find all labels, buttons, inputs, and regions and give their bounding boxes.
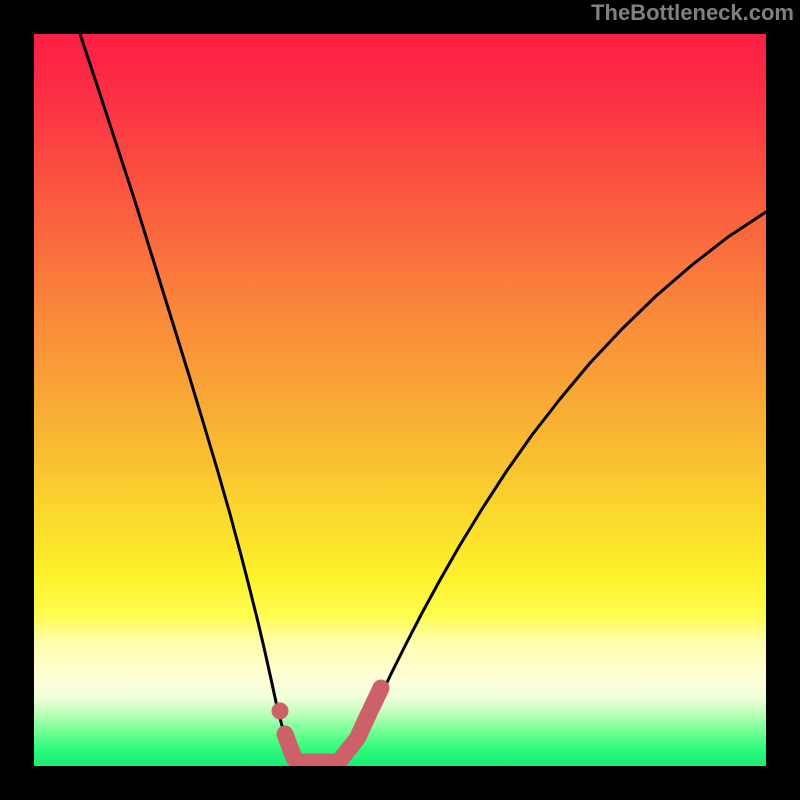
marker-dot [272,703,289,720]
chart-stage: TheBottleneck.com [0,0,800,800]
attribution-label: TheBottleneck.com [591,0,794,26]
marker-segment [285,734,294,758]
bottleneck-chart [0,0,800,800]
marker-segment [371,688,381,709]
